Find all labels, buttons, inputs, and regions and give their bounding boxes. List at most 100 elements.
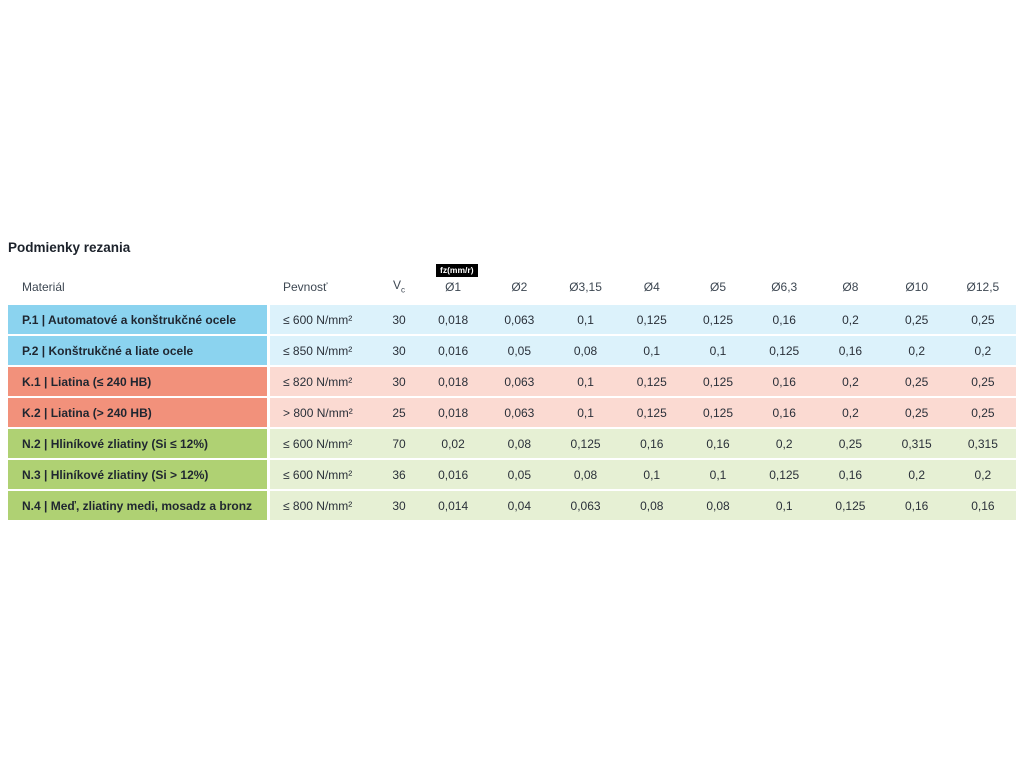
column-header-strength: Pevnosť (283, 280, 328, 294)
feed-value-cell: 0,08 (618, 491, 685, 520)
table-body: P.1 | Automatové a konštrukčné ocele ≤ 60… (8, 305, 1016, 520)
material-cell: P.1 | Automatové a konštrukčné ocele (8, 305, 270, 334)
feed-value-cell: 0,16 (618, 429, 685, 458)
vc-cell: 70 (378, 429, 420, 458)
strength-cell: ≤ 600 N/mm² (270, 429, 378, 458)
feed-value-cell: 0,02 (420, 429, 487, 458)
feed-value-cell: 0,05 (486, 336, 553, 365)
material-cell: K.1 | Liatina (≤ 240 HB) (8, 367, 270, 396)
feed-value-cell: 0,2 (817, 305, 884, 334)
table-row: N.4 | Meď, zliatiny medi, mosadz a bronz… (8, 491, 1016, 520)
column-header-diameter: Ø6,3 (771, 280, 798, 294)
feed-value-cell: 0,25 (817, 429, 884, 458)
feed-value-cell: 0,125 (684, 367, 752, 396)
section-title: Podmienky rezania (8, 240, 131, 255)
feed-value-cell: 0,018 (420, 305, 487, 334)
feed-value-cell: 0,125 (817, 491, 884, 520)
feed-value-cell: 0,063 (552, 491, 619, 520)
feed-value-cell: 0,2 (883, 460, 950, 489)
feed-value-cell: 0,125 (751, 336, 818, 365)
material-cell: N.3 | Hliníkové zliatiny (Si > 12%) (8, 460, 270, 489)
feed-value-cell: 0,1 (684, 460, 752, 489)
feed-value-cell: 0,125 (618, 305, 685, 334)
feed-value-cell: 0,063 (486, 398, 553, 427)
column-header-diameter: Ø1 (445, 280, 462, 294)
feed-value-cell: 0,16 (751, 398, 818, 427)
column-header-diameter: Ø10 (905, 280, 928, 294)
fz-unit-badge: fz(mm/r) (436, 264, 478, 277)
column-header-diameter: Ø5 (709, 280, 726, 294)
feed-value-cell: 0,063 (486, 305, 553, 334)
feed-value-cell: 0,1 (552, 367, 619, 396)
feed-value-cell: 0,125 (684, 398, 752, 427)
vc-cell: 30 (378, 336, 420, 365)
feed-value-cell: 0,25 (883, 398, 950, 427)
material-cell: N.4 | Meď, zliatiny medi, mosadz a bronz (8, 491, 270, 520)
table-row: K.1 | Liatina (≤ 240 HB) ≤ 820 N/mm² 30 0,0… (8, 367, 1016, 396)
material-cell: K.2 | Liatina (> 240 HB) (8, 398, 270, 427)
table-row: P.1 | Automatové a konštrukčné ocele ≤ 60… (8, 305, 1016, 334)
column-header-diameter: Ø2 (511, 280, 528, 294)
feed-value-cell: 0,16 (684, 429, 752, 458)
feed-value-cell: 0,16 (949, 491, 1016, 520)
material-cell: P.2 | Konštrukčné a liate ocele (8, 336, 270, 365)
feed-value-cell: 0,1 (751, 491, 818, 520)
feed-value-cell: 0,25 (949, 367, 1016, 396)
table-row: K.2 | Liatina (> 240 HB) > 800 N/mm² 25 0,0… (8, 398, 1016, 427)
feed-value-cell: 0,016 (420, 336, 487, 365)
feed-value-cell: 0,25 (883, 305, 950, 334)
feed-value-cell: 0,2 (949, 460, 1016, 489)
cutting-conditions-table: Materiál Pevnosť Vc Ø1 Ø2 Ø3,15 Ø4 Ø5 Ø6,3 Ø8 Ø… (8, 264, 1016, 520)
column-header-diameter: Ø4 (643, 280, 660, 294)
feed-value-cell: 0,125 (618, 367, 685, 396)
strength-cell: ≤ 600 N/mm² (270, 460, 378, 489)
feed-value-cell: 0,16 (751, 367, 818, 396)
feed-value-cell: 0,2 (817, 367, 884, 396)
column-header-diameter: Ø12,5 (966, 280, 1000, 294)
vc-cell: 30 (378, 305, 420, 334)
feed-value-cell: 0,125 (552, 429, 619, 458)
feed-value-cell: 0,063 (486, 367, 553, 396)
feed-value-cell: 0,16 (817, 460, 884, 489)
feed-value-cell: 0,08 (684, 491, 752, 520)
table-row: N.2 | Hliníkové zliatiny (Si ≤ 12%) ≤ 600… (8, 429, 1016, 458)
feed-value-cell: 0,16 (883, 491, 950, 520)
column-header-diameter: Ø3,15 (569, 280, 602, 294)
vc-cell: 30 (378, 491, 420, 520)
feed-value-cell: 0,04 (486, 491, 553, 520)
vc-symbol: V (392, 277, 401, 292)
feed-value-cell: 0,25 (949, 398, 1016, 427)
strength-cell: > 800 N/mm² (270, 398, 378, 427)
feed-value-cell: 0,25 (883, 367, 950, 396)
cutting-conditions-section: Podmienky rezania Materiál Pevnosť Vc Ø1… (8, 240, 1016, 522)
feed-value-cell: 0,25 (949, 305, 1016, 334)
feed-value-cell: 0,016 (420, 460, 487, 489)
feed-value-cell: 0,2 (751, 429, 818, 458)
feed-value-cell: 0,08 (552, 460, 619, 489)
material-cell: N.2 | Hliníkové zliatiny (Si ≤ 12%) (8, 429, 270, 458)
feed-value-cell: 0,125 (684, 305, 752, 334)
column-header-vc: Vc (378, 278, 420, 300)
column-header-material: Materiál (22, 280, 65, 294)
vc-cell: 25 (378, 398, 420, 427)
feed-value-cell: 0,2 (817, 398, 884, 427)
feed-value-cell: 0,315 (949, 429, 1016, 458)
strength-cell: ≤ 850 N/mm² (270, 336, 378, 365)
feed-value-cell: 0,014 (420, 491, 487, 520)
feed-value-cell: 0,125 (751, 460, 818, 489)
feed-value-cell: 0,125 (618, 398, 685, 427)
vc-cell: 36 (378, 460, 420, 489)
feed-value-cell: 0,2 (949, 336, 1016, 365)
feed-value-cell: 0,1 (552, 305, 619, 334)
strength-cell: ≤ 600 N/mm² (270, 305, 378, 334)
feed-value-cell: 0,2 (883, 336, 950, 365)
vc-cell: 30 (378, 367, 420, 396)
table-row: N.3 | Hliníkové zliatiny (Si > 12%) ≤ 600… (8, 460, 1016, 489)
feed-value-cell: 0,018 (420, 398, 487, 427)
feed-value-cell: 0,1 (552, 398, 619, 427)
strength-cell: ≤ 820 N/mm² (270, 367, 378, 396)
feed-value-cell: 0,1 (618, 336, 685, 365)
feed-value-cell: 0,1 (618, 460, 685, 489)
feed-value-cell: 0,05 (486, 460, 553, 489)
